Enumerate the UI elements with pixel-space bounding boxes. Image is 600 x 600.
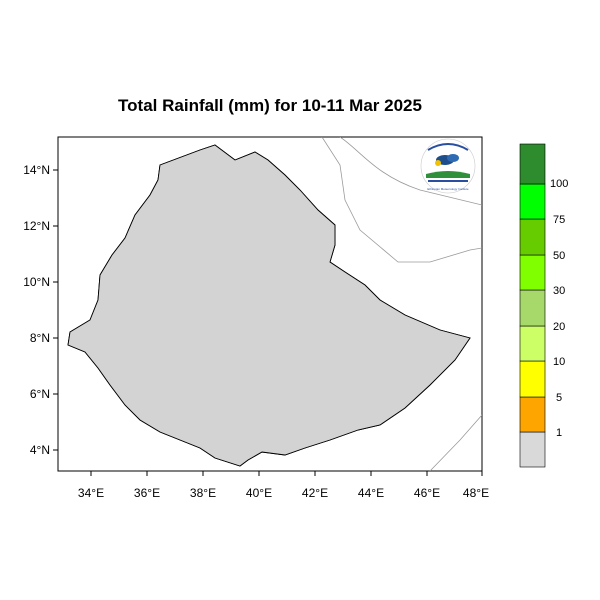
colorbar-labels: 1 5 10 20 30 50 75 100 xyxy=(550,178,568,439)
x-tick-label: 48°E xyxy=(463,486,489,500)
x-axis: 34°E 36°E 38°E 40°E 42°E 44°E 46°E 48°E xyxy=(78,486,489,500)
colorbar xyxy=(519,143,546,468)
colorbar-swatch xyxy=(519,360,546,398)
y-tick-label: 8°N xyxy=(30,331,50,345)
x-tick-label: 36°E xyxy=(134,486,160,500)
y-tick-label: 10°N xyxy=(23,275,50,289)
colorbar-swatch xyxy=(519,289,546,327)
neighbour-boundary-east xyxy=(321,137,482,263)
logo-arc xyxy=(427,143,469,151)
y-tick-label: 6°N xyxy=(30,387,50,401)
colorbar-swatch xyxy=(519,218,546,256)
x-tick-label: 46°E xyxy=(414,486,440,500)
colorbar-label: 10 xyxy=(553,356,565,368)
x-tick-label: 42°E xyxy=(302,486,328,500)
colorbar-swatch xyxy=(519,143,546,185)
colorbar-swatch xyxy=(519,183,546,220)
sun-icon xyxy=(435,160,441,166)
y-tick-label: 14°N xyxy=(23,163,50,177)
colorbar-label: 1 xyxy=(556,427,562,439)
emi-logo: Ethiopian Meteorology Institute xyxy=(420,138,476,194)
y-tick-label: 12°N xyxy=(23,219,50,233)
y-axis: 14°N 12°N 10°N 8°N 6°N 4°N xyxy=(23,163,50,457)
colorbar-swatch xyxy=(519,431,546,468)
colorbar-label: 5 xyxy=(556,392,562,404)
landscape-icon xyxy=(426,171,470,178)
axis-ticks xyxy=(53,169,483,476)
x-tick-label: 40°E xyxy=(246,486,272,500)
neighbour-boundary-south xyxy=(429,414,482,471)
colorbar-label: 20 xyxy=(553,321,565,333)
colorbar-label: 30 xyxy=(553,285,565,297)
x-tick-label: 44°E xyxy=(358,486,384,500)
map-title: Total Rainfall (mm) for 10-11 Mar 2025 xyxy=(118,96,422,115)
colorbar-swatch xyxy=(519,254,546,291)
colorbar-label: 100 xyxy=(550,178,568,190)
colorbar-swatch xyxy=(519,396,546,433)
colorbar-label: 50 xyxy=(553,250,565,262)
logo-text: Ethiopian Meteorology Institute xyxy=(427,187,469,191)
x-tick-label: 34°E xyxy=(78,486,104,500)
y-tick-label: 4°N xyxy=(30,443,50,457)
x-tick-label: 38°E xyxy=(190,486,216,500)
colorbar-swatch xyxy=(519,325,546,362)
neighbour-boundary-coast xyxy=(339,137,482,206)
colorbar-label: 75 xyxy=(553,214,565,226)
